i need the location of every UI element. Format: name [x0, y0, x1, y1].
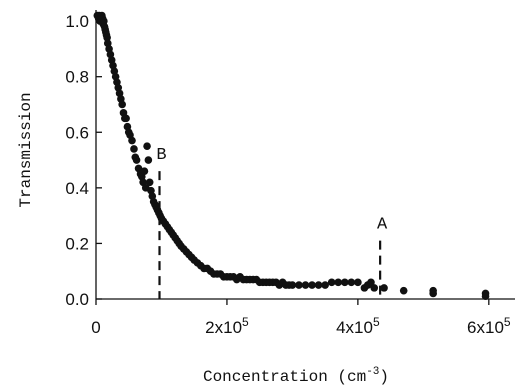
- marker-label: B: [156, 146, 166, 165]
- data-point: [354, 278, 362, 287]
- data-point: [334, 278, 343, 287]
- data-point: [367, 278, 375, 287]
- y-tick-label: 0.6: [65, 123, 89, 142]
- y-tick-label: 0.0: [65, 290, 89, 309]
- data-point: [140, 167, 149, 175]
- data-point: [295, 281, 303, 289]
- data-point: [288, 281, 297, 289]
- x-tick-exponent: 5: [242, 315, 249, 329]
- data-point: [301, 281, 310, 289]
- data-point: [347, 278, 356, 287]
- x-axis-label: Concentration (cm-3): [203, 366, 389, 386]
- data-point: [130, 145, 138, 153]
- data-point: [103, 33, 111, 42]
- data-point: [143, 142, 151, 150]
- x-tick-label: 2x105: [205, 315, 249, 337]
- marker-group: BA: [156, 146, 388, 299]
- x-tick-label: 0: [91, 318, 100, 337]
- y-axis-label: Transmission: [17, 92, 35, 207]
- x-axis-label-main: Concentration (cm: [203, 368, 366, 386]
- marker-label: A: [377, 216, 388, 235]
- y-tick-label: 0.8: [65, 68, 89, 87]
- data-point: [122, 114, 130, 123]
- data-point: [429, 286, 437, 295]
- data-point: [128, 136, 136, 145]
- x-tick-exponent: 5: [373, 315, 380, 329]
- y-tick-label: 1.0: [65, 12, 89, 31]
- data-point: [321, 281, 329, 289]
- data-point: [481, 292, 490, 301]
- x-tick-label: 6x105: [467, 315, 511, 337]
- x-tick-label: 4x105: [336, 315, 380, 337]
- data-points: [93, 11, 490, 301]
- x-tick-exponent: 5: [504, 315, 511, 329]
- data-point: [327, 278, 336, 287]
- data-point: [340, 278, 349, 287]
- tick-group: 0.0 0.2 0.4 0.6 0.8 1.0 0 2x105 4x105 6x105: [65, 12, 511, 337]
- data-point: [380, 284, 388, 292]
- data-point: [100, 17, 108, 25]
- data-point: [370, 284, 379, 292]
- data-point: [308, 281, 316, 289]
- data-point: [399, 286, 408, 295]
- data-point: [118, 100, 126, 109]
- x-axis-label-superscript: -3: [366, 366, 379, 378]
- data-point: [144, 156, 153, 164]
- data-point: [145, 178, 154, 187]
- y-tick-label: 0.4: [65, 179, 89, 198]
- x-axis-label-suffix: ): [379, 368, 389, 386]
- data-point: [314, 281, 323, 289]
- data-point: [132, 156, 141, 164]
- y-tick-label: 0.2: [65, 234, 89, 253]
